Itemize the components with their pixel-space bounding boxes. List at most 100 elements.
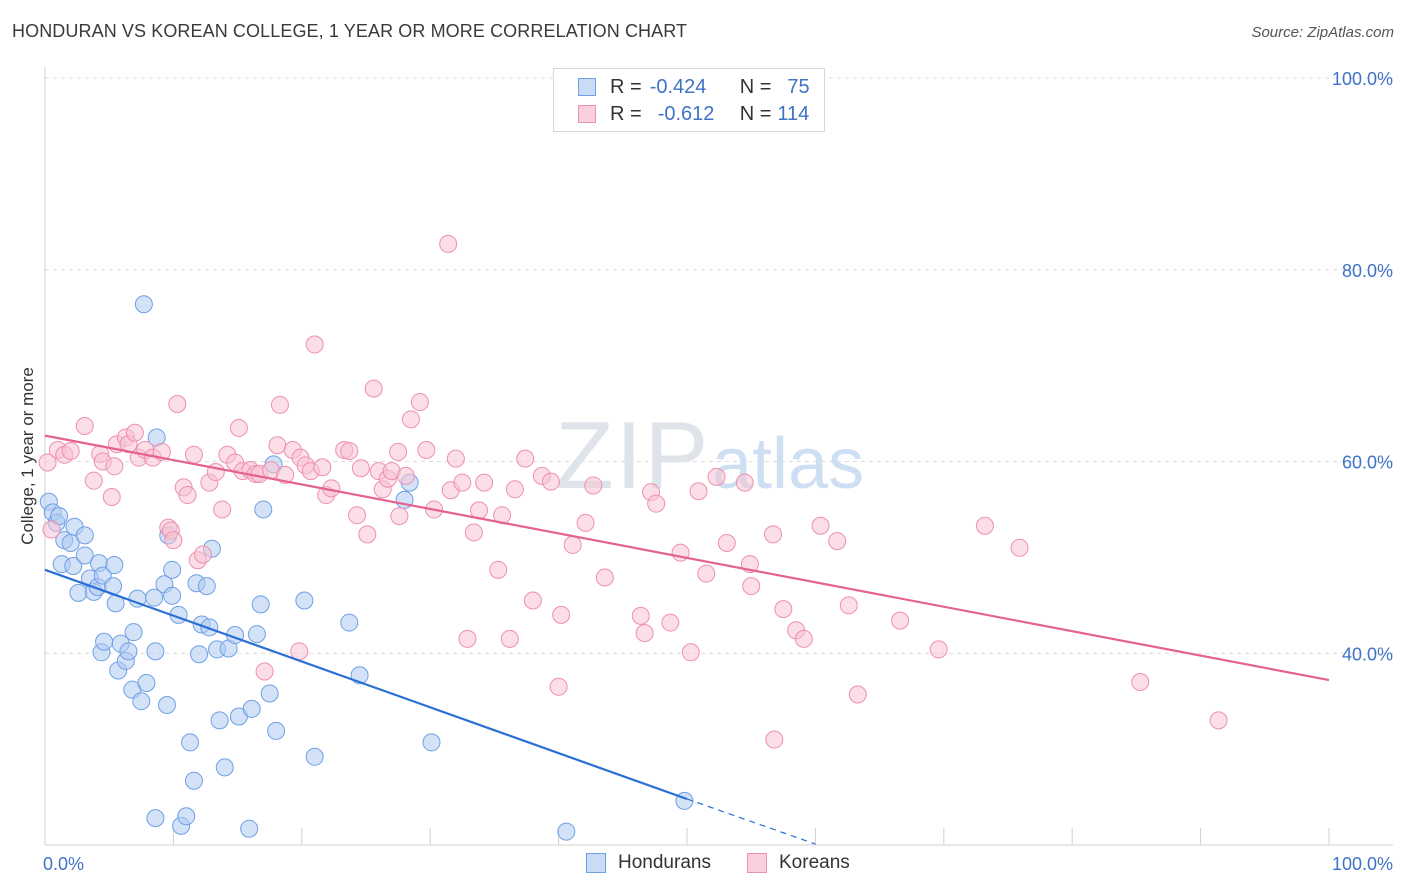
korean-point [584, 476, 603, 495]
korean-point [276, 465, 295, 484]
honduran-point [75, 546, 94, 565]
honduran-point [95, 632, 114, 651]
honduran-point [190, 645, 209, 664]
korean-point [38, 453, 57, 472]
x-ticks [44, 828, 1330, 845]
korean-point [828, 532, 847, 551]
legend-n-value: 114 [777, 102, 810, 125]
korean-point [464, 523, 483, 542]
honduran-point [157, 696, 176, 715]
korean-point [563, 535, 582, 554]
series-legend-koreans[interactable]: Koreans [747, 852, 850, 874]
honduran-point [64, 557, 83, 576]
korean-point [305, 335, 324, 354]
korean-point [213, 500, 232, 519]
korean-point [576, 513, 595, 532]
korean-point [446, 449, 465, 468]
honduran-point [105, 556, 124, 575]
korean-point [268, 436, 287, 455]
series-legend-hondurans[interactable]: Hondurans [586, 852, 711, 874]
honduran-point [134, 295, 153, 314]
korean-point [794, 629, 813, 648]
legend-row-hondurans: R = -0.424 N = 75 [578, 76, 810, 98]
legend-swatch-koreans [578, 105, 596, 123]
trend-lines [44, 434, 1330, 845]
watermark-atlas: atlas [712, 424, 864, 504]
korean-point [523, 591, 542, 610]
korean-point [549, 677, 568, 696]
legend-r-label: R = [610, 75, 642, 98]
korean-point [389, 442, 408, 461]
legend-n-label: N = [739, 102, 772, 125]
legend-swatch-hondurans [578, 78, 596, 96]
koreans-trend-line [44, 434, 1330, 682]
honduran-point [184, 771, 203, 790]
y-tick-label: 40.0% [1342, 644, 1393, 664]
honduran-point [251, 595, 270, 614]
legend-r-value: -0.612 [657, 102, 715, 125]
watermark-zip: ZIP [555, 402, 710, 509]
korean-point [811, 516, 830, 535]
korean-point [42, 520, 61, 539]
korean-point [848, 685, 867, 704]
honduran-point [181, 733, 200, 752]
korean-point [707, 467, 726, 486]
honduran-point [69, 583, 88, 602]
honduran-point [75, 526, 94, 545]
korean-point [635, 624, 654, 643]
honduran-point [260, 684, 279, 703]
korean-point [475, 473, 494, 492]
korean-point [505, 480, 524, 499]
honduran-point [132, 692, 151, 711]
y-tick-label: 60.0% [1342, 453, 1393, 473]
korean-point [975, 516, 994, 535]
korean-point [764, 525, 783, 544]
x-tick-label-min: 0.0% [43, 854, 84, 874]
honduran-point [145, 588, 164, 607]
korean-point [193, 545, 212, 564]
korean-point [313, 458, 332, 477]
korean-point [105, 457, 124, 476]
korean-point [774, 600, 793, 619]
korean-point [661, 613, 680, 632]
korean-point [839, 596, 858, 615]
korean-point [255, 662, 274, 681]
honduran-point [422, 733, 441, 752]
honduran-point [146, 809, 165, 828]
correlation-legend: R = -0.424 N = 75 R = -0.612 N = 114 [553, 68, 825, 132]
series-legend: Hondurans Koreans [0, 852, 1406, 878]
korean-point [689, 482, 708, 501]
korean-point [270, 395, 289, 414]
y-tick-label: 100.0% [1332, 69, 1393, 89]
korean-point [168, 394, 187, 413]
honduran-point [197, 577, 216, 596]
honduran-point [305, 747, 324, 766]
honduran-point [240, 819, 259, 838]
korean-point [489, 560, 508, 579]
korean-point [401, 410, 420, 429]
korean-point [290, 642, 309, 661]
korean-point [735, 473, 754, 492]
korean-point [1131, 673, 1150, 692]
hondurans-trend-line [44, 568, 688, 801]
legend-row-koreans: R = -0.612 N = 114 [578, 103, 809, 125]
honduran-point [177, 807, 196, 826]
y-axis-label: College, 1 year or more [18, 367, 37, 545]
korean-point [516, 449, 535, 468]
honduran-point [215, 758, 234, 777]
honduran-point [267, 721, 286, 740]
legend-r-label: R = [610, 102, 642, 125]
korean-point [75, 417, 94, 436]
honduran-point [340, 613, 359, 632]
x-tick-label-max: 100.0% [1332, 854, 1393, 874]
korean-point [410, 393, 429, 412]
korean-point [351, 459, 370, 478]
honduran-point [146, 642, 165, 661]
source-label: Source: ZipAtlas.com [1251, 24, 1394, 41]
series-swatch-hondurans [586, 853, 606, 873]
honduran-point [163, 560, 182, 579]
korean-point [765, 730, 784, 749]
korean-point [184, 445, 203, 464]
korean-point [164, 531, 183, 550]
